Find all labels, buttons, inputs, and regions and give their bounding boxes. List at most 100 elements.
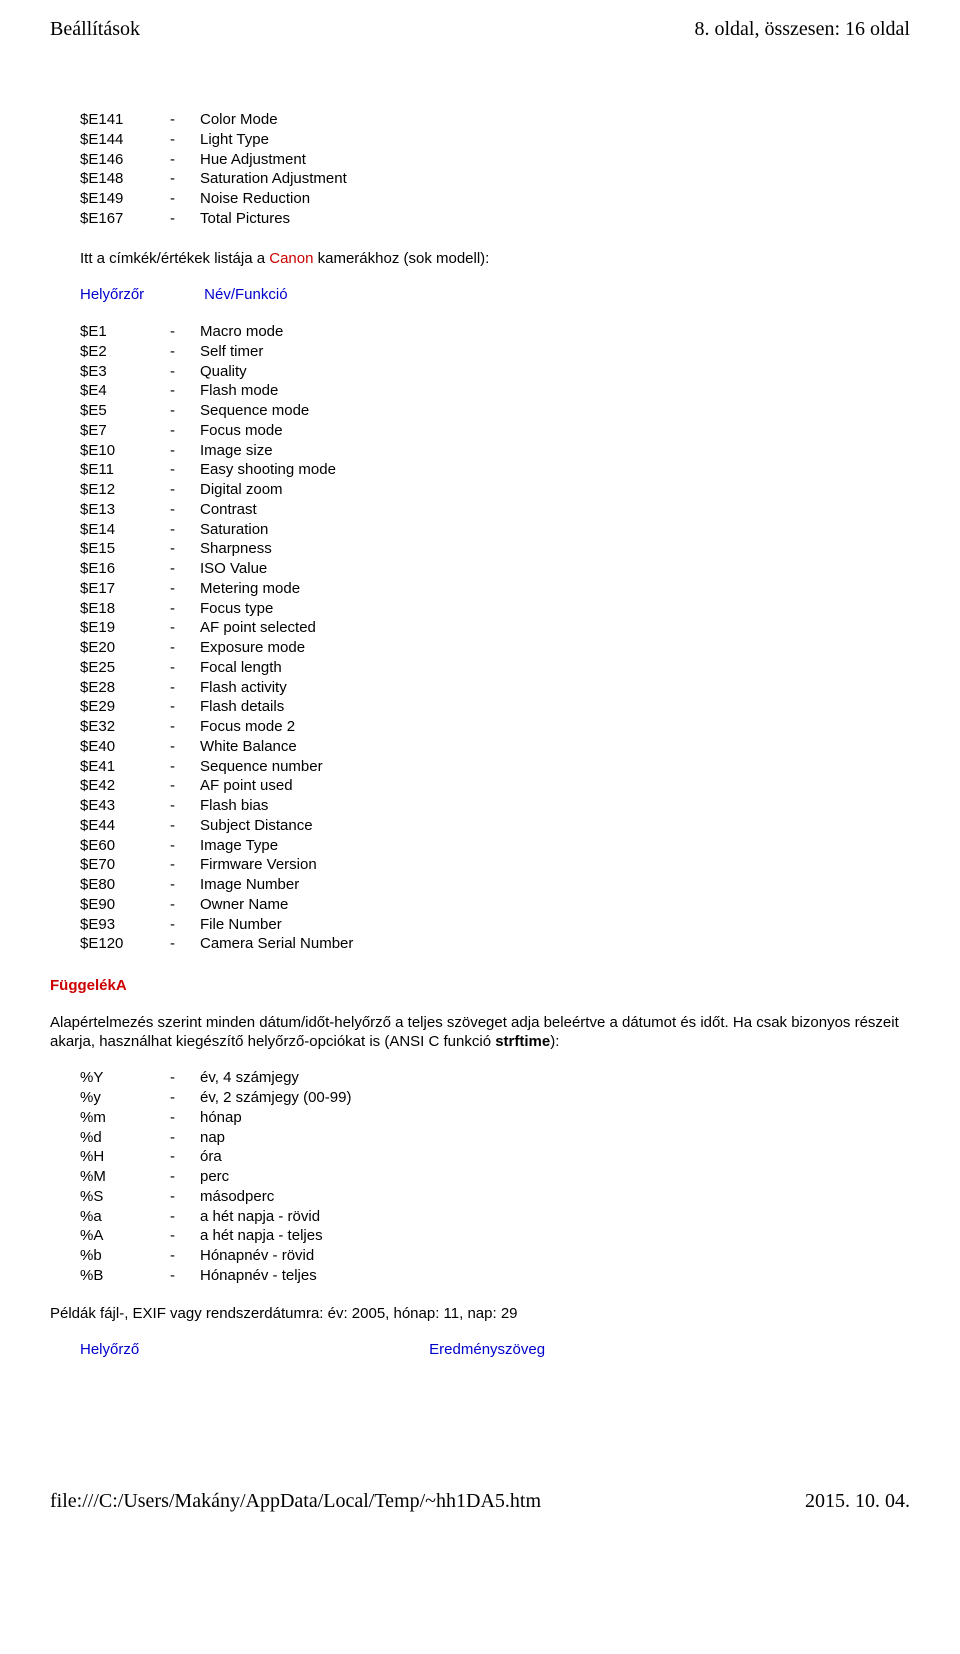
row-desc: Sequence mode <box>200 402 359 422</box>
table-row: $E167-Total Pictures <box>80 210 353 230</box>
row-code: $E44 <box>80 817 170 837</box>
page: Beállítások 8. oldal, összesen: 16 oldal… <box>0 0 960 1543</box>
table-row: $E70-Firmware Version <box>80 856 359 876</box>
row-dash: - <box>170 679 200 699</box>
row-code: $E5 <box>80 402 170 422</box>
intro-suffix: kamerákhoz (sok modell): <box>313 250 489 267</box>
row-desc: Saturation <box>200 521 359 541</box>
row-desc: Flash activity <box>200 679 359 699</box>
row-dash: - <box>170 131 200 151</box>
table-row: $E43-Flash bias <box>80 797 359 817</box>
row-desc: Hónapnév - rövid <box>200 1247 357 1267</box>
row-desc: Firmware Version <box>200 856 359 876</box>
row-dash: - <box>170 876 200 896</box>
row-dash: - <box>170 382 200 402</box>
table-row: %m-hónap <box>80 1109 357 1129</box>
example-line: Példák fájl-, EXIF vagy rendszerdátumra:… <box>50 1305 910 1324</box>
row-code: $E146 <box>80 151 170 171</box>
row-code: $E32 <box>80 718 170 738</box>
appendix-para-prefix: Alapértelmezés szerint minden dátum/időt… <box>50 1014 899 1050</box>
table-row: $E149-Noise Reduction <box>80 190 353 210</box>
row-desc: Image size <box>200 442 359 462</box>
row-code: %d <box>80 1129 170 1149</box>
row-dash: - <box>170 442 200 462</box>
row-desc: Light Type <box>200 131 353 151</box>
row-dash: - <box>170 501 200 521</box>
row-code: $E41 <box>80 758 170 778</box>
row-desc: Focal length <box>200 659 359 679</box>
row-code: $E141 <box>80 111 170 131</box>
table-row: $E42-AF point used <box>80 777 359 797</box>
row-code: $E167 <box>80 210 170 230</box>
table-row: $E4-Flash mode <box>80 382 359 402</box>
row-code: %y <box>80 1089 170 1109</box>
colhead-function: Név/Funkció <box>204 286 287 303</box>
row-dash: - <box>170 580 200 600</box>
row-desc: Focus type <box>200 600 359 620</box>
row-code: $E42 <box>80 777 170 797</box>
row-code: $E93 <box>80 916 170 936</box>
row-code: %S <box>80 1188 170 1208</box>
row-code: $E28 <box>80 679 170 699</box>
table-row: $E2-Self timer <box>80 343 359 363</box>
row-desc: Noise Reduction <box>200 190 353 210</box>
footer-right: 2015. 10. 04. <box>805 1490 910 1513</box>
table-row: $E10-Image size <box>80 442 359 462</box>
row-desc: óra <box>200 1148 357 1168</box>
row-desc: Sequence number <box>200 758 359 778</box>
table-row: $E5-Sequence mode <box>80 402 359 422</box>
table-row: $E14-Saturation <box>80 521 359 541</box>
row-desc: Flash details <box>200 698 359 718</box>
canon-link[interactable]: Canon <box>269 250 313 267</box>
table-row: %M-perc <box>80 1168 357 1188</box>
row-desc: Easy shooting mode <box>200 461 359 481</box>
row-code: $E12 <box>80 481 170 501</box>
row-dash: - <box>170 659 200 679</box>
table-row: $E141-Color Mode <box>80 111 353 131</box>
table-row: $E32-Focus mode 2 <box>80 718 359 738</box>
row-dash: - <box>170 481 200 501</box>
row-dash: - <box>170 1069 200 1089</box>
row-desc: Hue Adjustment <box>200 151 353 171</box>
row-desc: Quality <box>200 363 359 383</box>
row-code: %m <box>80 1109 170 1129</box>
row-desc: File Number <box>200 916 359 936</box>
table-row: $E120-Camera Serial Number <box>80 935 359 955</box>
row-code: $E11 <box>80 461 170 481</box>
row-code: $E7 <box>80 422 170 442</box>
row-dash: - <box>170 210 200 230</box>
row-code: $E43 <box>80 797 170 817</box>
row-desc: másodperc <box>200 1188 357 1208</box>
row-dash: - <box>170 600 200 620</box>
row-dash: - <box>170 151 200 171</box>
body: $E141-Color Mode$E144-Light Type$E146-Hu… <box>50 111 910 1360</box>
row-dash: - <box>170 935 200 955</box>
table-row: $E18-Focus type <box>80 600 359 620</box>
row-dash: - <box>170 1227 200 1247</box>
row-dash: - <box>170 461 200 481</box>
table-row: %A-a hét napja - teljes <box>80 1227 357 1247</box>
row-dash: - <box>170 619 200 639</box>
row-dash: - <box>170 738 200 758</box>
table-row: %S-másodperc <box>80 1188 357 1208</box>
row-code: %a <box>80 1208 170 1228</box>
row-desc: AF point selected <box>200 619 359 639</box>
row-dash: - <box>170 402 200 422</box>
page-footer: file:///C:/Users/Makány/AppData/Local/Te… <box>50 1490 910 1513</box>
table-row: $E3-Quality <box>80 363 359 383</box>
row-desc: Subject Distance <box>200 817 359 837</box>
table-row: $E16-ISO Value <box>80 560 359 580</box>
row-dash: - <box>170 540 200 560</box>
row-desc: Camera Serial Number <box>200 935 359 955</box>
row-desc: Metering mode <box>200 580 359 600</box>
appendix-para-bold: strftime <box>495 1033 550 1050</box>
row-desc: Flash bias <box>200 797 359 817</box>
row-code: $E120 <box>80 935 170 955</box>
row-code: $E17 <box>80 580 170 600</box>
row-dash: - <box>170 560 200 580</box>
row-desc: Macro mode <box>200 323 359 343</box>
row-desc: Color Mode <box>200 111 353 131</box>
row-desc: Focus mode <box>200 422 359 442</box>
row-desc: Sharpness <box>200 540 359 560</box>
row-code: $E144 <box>80 131 170 151</box>
